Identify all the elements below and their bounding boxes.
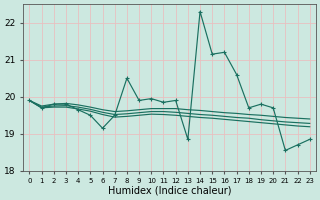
X-axis label: Humidex (Indice chaleur): Humidex (Indice chaleur) [108,186,231,196]
